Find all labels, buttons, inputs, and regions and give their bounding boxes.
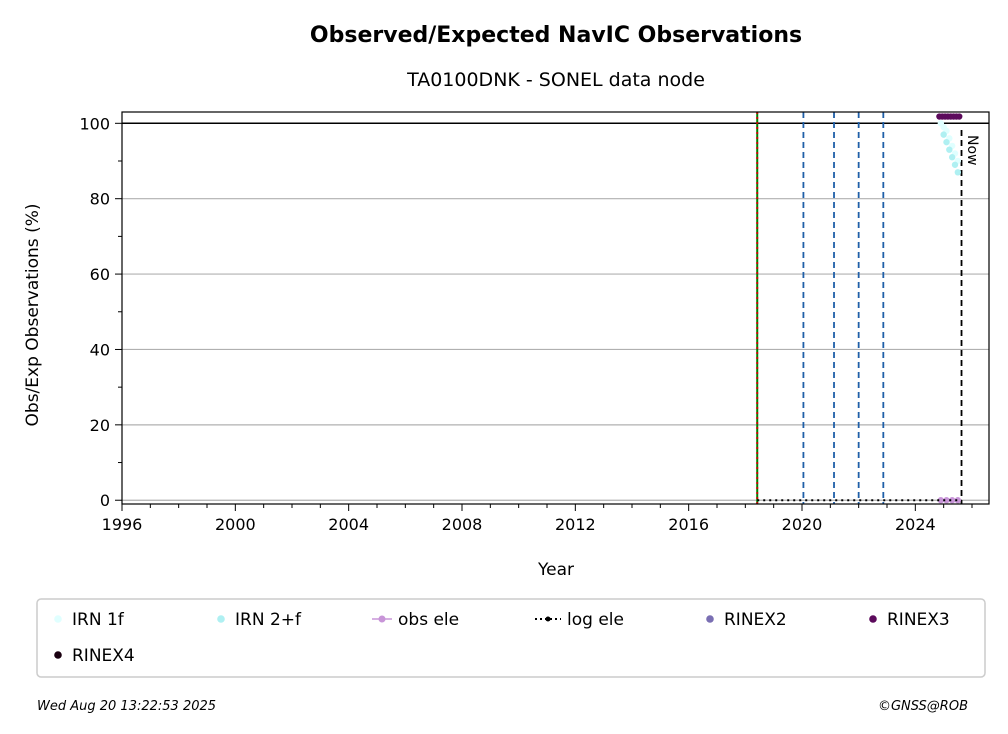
y-tick-label: 80 [90, 190, 110, 209]
point-rinex3 [956, 113, 963, 120]
y-axis-ticks: 0 20 40 60 80 100 [79, 114, 122, 510]
x-tick-label: 2020 [782, 515, 823, 534]
point-irn-2-f [946, 146, 953, 153]
legend-label-rinex3: RINEX3 [887, 610, 950, 630]
point-obs-ele [937, 497, 945, 504]
footer-credit: ©GNSS@ROB [878, 699, 968, 714]
x-tick-label: 2016 [668, 515, 709, 534]
event-lines [756, 112, 963, 504]
legend-marker-rinex2 [706, 615, 714, 623]
legend-label-rinex4: RINEX4 [72, 646, 135, 666]
chart-subtitle: TA0100DNK - SONEL data node [406, 69, 705, 91]
legend: IRN 1f IRN 2+f obs ele log ele RINEX2 RINEX3 R… [54, 610, 950, 666]
data-points [757, 113, 963, 504]
grid-lines [122, 122, 989, 501]
point-irn-2-f [951, 161, 959, 168]
y-tick-label: 100 [79, 114, 110, 133]
chart-title: Observed/Expected NavIC Observations [310, 23, 802, 48]
point-irn-2-f [940, 131, 947, 138]
legend-marker-rinex3 [869, 615, 877, 623]
x-tick-label: 1996 [102, 515, 143, 534]
legend-label-rinex2: RINEX2 [724, 610, 787, 630]
y-axis-label: Obs/Exp Observations (%) [23, 204, 43, 427]
legend-marker-irn-2-f [217, 615, 225, 623]
legend-marker-obs-ele [378, 615, 386, 623]
x-tick-label: 2008 [442, 515, 483, 534]
point-irn-2-f [948, 154, 956, 161]
footer-timestamp: Wed Aug 20 13:22:53 2025 [37, 699, 216, 714]
point-irn-2-f [954, 169, 962, 176]
legend-box [36, 598, 986, 678]
plot-frame [121, 111, 990, 505]
y-tick-label: 60 [90, 265, 110, 284]
legend-label-irn-1f: IRN 1f [72, 610, 125, 630]
x-tick-label: 2000 [215, 515, 256, 534]
y-tick-label: 20 [90, 416, 110, 435]
x-tick-label: 2012 [555, 515, 596, 534]
legend-label-obs-ele: obs ele [398, 610, 459, 630]
point-obs-ele [948, 497, 956, 504]
now-label: Now [964, 135, 980, 166]
legend-marker-rinex4 [54, 651, 62, 659]
x-axis-label: Year [537, 560, 574, 580]
point-obs-ele [943, 497, 950, 504]
point-irn-2-f [943, 138, 950, 146]
legend-marker-log-ele [545, 616, 551, 622]
y-tick-label: 0 [100, 491, 110, 510]
x-axis-ticks: 1996 2000 2004 2008 2012 2016 2020 2024 [102, 504, 973, 534]
legend-label-irn-2-f: IRN 2+f [235, 610, 302, 630]
y-tick-label: 40 [90, 340, 110, 359]
legend-label-log-ele: log ele [567, 610, 624, 630]
legend-marker-irn-1f [54, 615, 62, 623]
point-obs-ele [954, 497, 962, 504]
x-tick-label: 2004 [328, 515, 369, 534]
x-tick-label: 2024 [895, 515, 936, 534]
